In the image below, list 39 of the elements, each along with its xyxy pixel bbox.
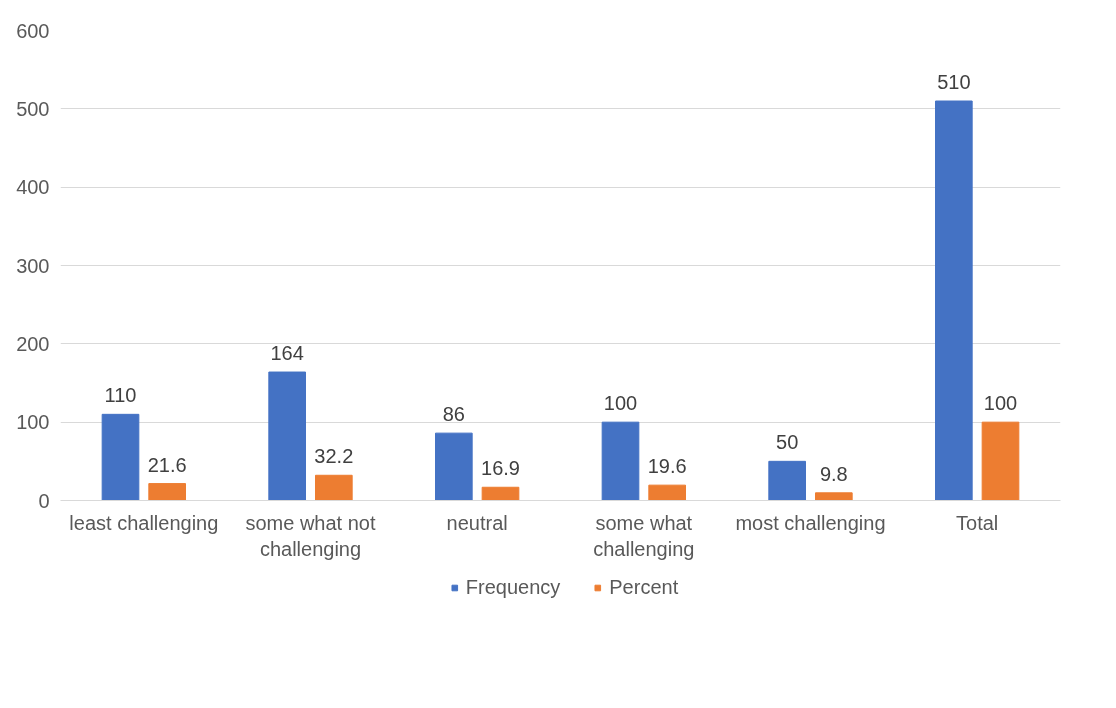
data-label: 32.2 xyxy=(314,445,354,468)
y-tick-label: 0 xyxy=(38,489,50,512)
data-label: 9.8 xyxy=(819,462,848,485)
bar xyxy=(648,484,686,501)
data-label: 100 xyxy=(983,392,1018,415)
x-tick-label: least challenging xyxy=(69,511,219,534)
bar xyxy=(935,100,973,501)
y-tick-label: 600 xyxy=(16,19,50,42)
x-tick-label: some what challenging xyxy=(593,511,695,560)
bar xyxy=(315,474,353,501)
y-tick-label: 100 xyxy=(16,411,50,434)
data-label: 510 xyxy=(937,71,971,93)
y-tick-label: 200 xyxy=(16,332,50,355)
data-label: 164 xyxy=(270,342,304,365)
data-label: 21.6 xyxy=(147,453,187,476)
y-tick-label: 300 xyxy=(16,254,50,277)
bar xyxy=(481,486,520,501)
data-label: 110 xyxy=(104,384,137,407)
bar xyxy=(981,421,1020,501)
bar xyxy=(435,432,473,501)
bar xyxy=(148,483,186,501)
x-tick-label: some what not challenging xyxy=(245,511,376,560)
x-tick-label: neutral xyxy=(446,511,508,534)
x-tick-label: most challenging xyxy=(735,511,886,534)
data-label: 100 xyxy=(603,392,638,415)
y-tick-label: 400 xyxy=(16,176,50,199)
bar xyxy=(268,371,306,501)
bar xyxy=(815,492,853,501)
data-label: 86 xyxy=(442,403,465,426)
data-label: 16.9 xyxy=(481,457,520,480)
x-tick-label: Total xyxy=(956,511,999,534)
legend-label: Percent xyxy=(609,575,679,599)
y-tick-label: 500 xyxy=(16,97,50,120)
legend-label: Frequency xyxy=(465,575,561,599)
bar xyxy=(101,413,140,501)
bar xyxy=(601,421,640,501)
data-label: 50 xyxy=(776,431,799,454)
bar xyxy=(768,460,806,501)
data-label: 19.6 xyxy=(647,455,687,478)
